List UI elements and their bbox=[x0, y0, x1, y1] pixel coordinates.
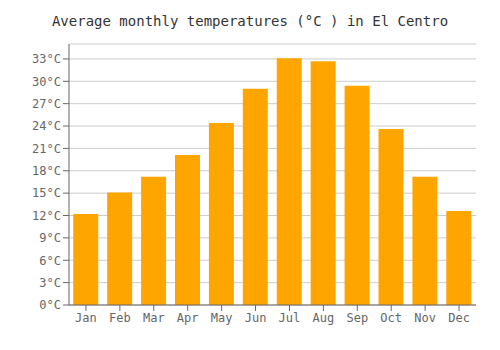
svg-text:15°C: 15°C bbox=[32, 186, 61, 200]
svg-text:Oct: Oct bbox=[380, 311, 402, 325]
svg-text:27°C: 27°C bbox=[32, 97, 61, 111]
svg-text:Mar: Mar bbox=[143, 311, 165, 325]
svg-text:33°C: 33°C bbox=[32, 52, 61, 66]
svg-text:24°C: 24°C bbox=[32, 119, 61, 133]
svg-text:Dec: Dec bbox=[448, 311, 470, 325]
svg-text:Nov: Nov bbox=[414, 311, 436, 325]
svg-text:0°C: 0°C bbox=[39, 298, 61, 312]
svg-text:May: May bbox=[211, 311, 233, 325]
html-text:Average monthly temperatures (: Average monthly temperatures (°C ) in El… bbox=[51, 13, 449, 29]
svg-text:Jul: Jul bbox=[279, 311, 301, 325]
svg-text:Apr: Apr bbox=[177, 311, 199, 325]
svg-text:Aug: Aug bbox=[313, 311, 335, 325]
svg-text:9°C: 9°C bbox=[39, 231, 61, 245]
svg-text:3°C: 3°C bbox=[39, 276, 61, 290]
svg-text:18°C: 18°C bbox=[32, 164, 61, 178]
svg-text:Feb: Feb bbox=[109, 311, 131, 325]
svg-text:6°C: 6°C bbox=[39, 254, 61, 268]
svg-text:12°C: 12°C bbox=[32, 209, 61, 223]
svg-text:Sep: Sep bbox=[346, 311, 368, 325]
svg-text:30°C: 30°C bbox=[32, 75, 61, 89]
svg-text:21°C: 21°C bbox=[32, 142, 61, 156]
svg-text:Jun: Jun bbox=[245, 311, 267, 325]
svg-text:Jan: Jan bbox=[75, 311, 97, 325]
